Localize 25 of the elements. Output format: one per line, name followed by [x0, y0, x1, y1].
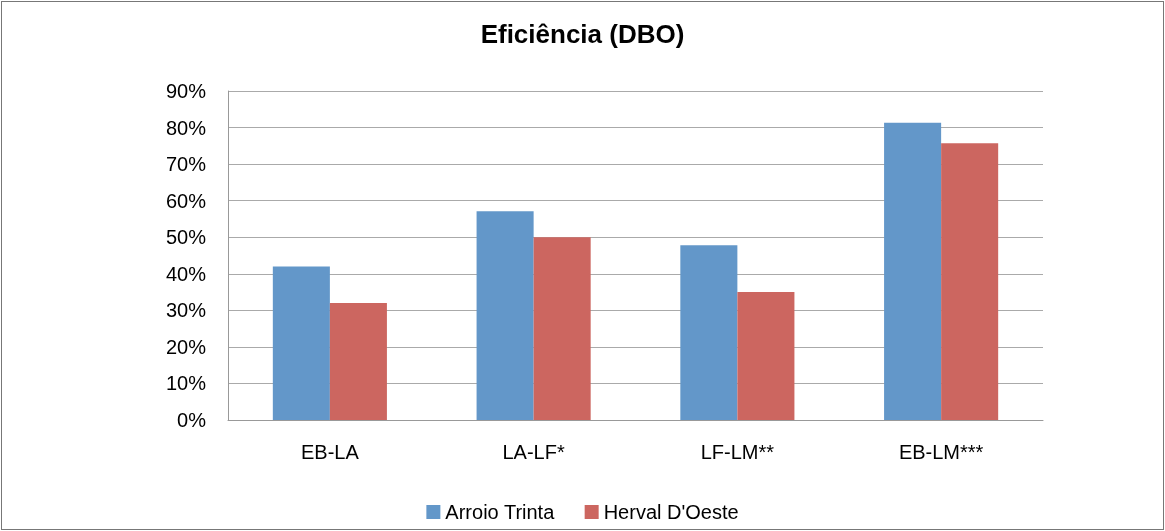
- y-tick-label: 0%: [177, 409, 207, 431]
- x-tick-label: EB-LA: [300, 441, 360, 463]
- bar: [272, 266, 330, 420]
- y-tick-label: 40%: [165, 262, 207, 285]
- y-tick-label: 50%: [165, 226, 207, 249]
- bar: [737, 292, 795, 420]
- y-tick-label: 90%: [165, 80, 207, 102]
- bar: [680, 245, 738, 420]
- legend-label: Arroio Trinta: [445, 501, 556, 523]
- y-tick-label: 20%: [165, 335, 207, 358]
- chart-title: Eficiência (DBO): [480, 19, 685, 49]
- y-tick-label: 80%: [165, 116, 207, 139]
- bar: [476, 211, 534, 420]
- x-tick-label: LF-LM**: [700, 441, 775, 463]
- y-tick-label: 70%: [165, 153, 207, 176]
- x-tick-label: LA-LF*: [502, 441, 565, 463]
- y-tick-label: 10%: [165, 372, 207, 395]
- bar: [884, 122, 942, 420]
- y-tick-label: 60%: [165, 189, 207, 212]
- legend-label: Herval D'Oeste: [603, 501, 739, 523]
- bar: [329, 303, 387, 420]
- bar: [941, 143, 999, 420]
- x-tick-label: EB-LM***: [898, 441, 984, 463]
- bar: [533, 237, 591, 420]
- y-tick-label: 30%: [165, 299, 207, 322]
